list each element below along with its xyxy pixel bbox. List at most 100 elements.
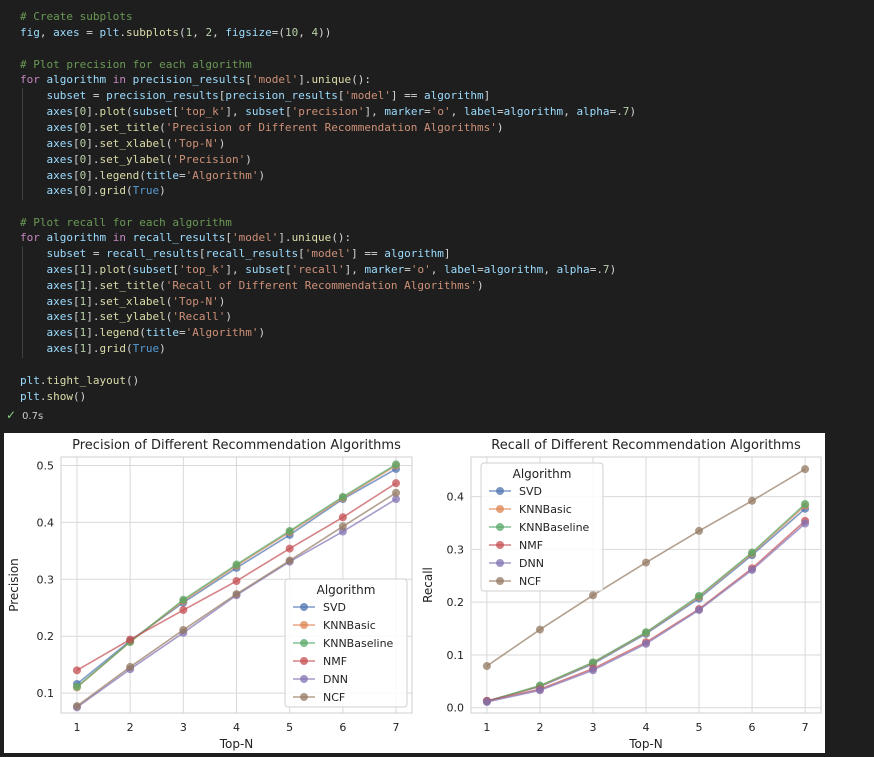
code-token: alpha	[556, 263, 590, 276]
code-token: ],	[344, 263, 365, 276]
code-token: 'Top-N'	[172, 137, 219, 150]
x-tick-label: 5	[696, 721, 703, 734]
legend-entry: DNN	[519, 557, 544, 570]
data-point-dnn	[642, 639, 650, 648]
code-token: [	[284, 263, 292, 276]
code-token: # Create subplots	[20, 10, 133, 23]
legend-swatch-marker	[496, 505, 504, 513]
code-token: ,	[430, 263, 444, 276]
code-token: =(	[271, 26, 285, 39]
data-point-dnn	[482, 697, 491, 706]
data-point-ncf	[232, 590, 241, 599]
data-point-nmf	[392, 479, 401, 488]
code-token: ()	[73, 390, 87, 403]
check-icon: ✓	[6, 408, 17, 422]
code-line: axes[1].plot(subset['top_k'], subset['re…	[20, 262, 616, 278]
code-token: =	[496, 105, 504, 118]
code-token: 0	[79, 184, 87, 197]
legend-entry: KNNBaseline	[323, 637, 394, 650]
code-token: ))	[318, 26, 332, 39]
code-token: 'o'	[410, 263, 431, 276]
code-token: grid	[99, 342, 126, 355]
code-token: subset	[20, 247, 87, 260]
code-token: (	[178, 26, 186, 39]
code-token: (	[165, 137, 173, 150]
code-token: subset	[245, 263, 285, 276]
code-token: 'model'	[251, 73, 299, 86]
code-line: # Create subplots	[20, 9, 133, 25]
data-point-knnbaseline	[179, 595, 188, 604]
code-token: )	[159, 184, 166, 197]
y-tick-label: 0.4	[447, 491, 465, 504]
code-cell[interactable]: # Create subplots fig, axes = plt.subplot…	[0, 0, 874, 408]
code-token: ].	[86, 169, 100, 182]
x-tick-label: 7	[393, 721, 400, 734]
code-token: True	[132, 184, 160, 197]
data-point-knnbaseline	[801, 499, 810, 508]
code-token: set_title	[99, 279, 160, 292]
code-token: alpha	[576, 105, 610, 118]
code-token: axes	[20, 137, 73, 150]
data-point-dnn	[748, 565, 757, 574]
code-token: .7	[596, 263, 610, 276]
code-token: for	[20, 231, 47, 244]
code-token: axes	[20, 342, 73, 355]
y-tick-label: 0.1	[447, 649, 465, 662]
code-token: axes	[20, 310, 73, 323]
code-token: set_ylabel	[99, 310, 166, 323]
code-token: recall_results	[205, 247, 299, 260]
data-point-ncf	[535, 625, 544, 634]
code-token: (	[159, 121, 166, 134]
code-token: label	[463, 105, 497, 118]
code-token: ].	[86, 326, 100, 339]
legend: Algorithm SVD KNNBasic KNNBaseline NMF DNN NCF	[284, 578, 408, 708]
code-token: ,	[192, 26, 206, 39]
code-token: =	[609, 105, 617, 118]
code-token: plt	[99, 26, 120, 39]
code-token: precision_results	[225, 89, 338, 102]
x-tick-label: 3	[180, 721, 187, 734]
code-token: for	[20, 73, 47, 86]
code-token: =	[477, 263, 484, 276]
code-token: =	[404, 263, 411, 276]
code-token: precision_results	[106, 89, 219, 102]
code-token: subplots	[126, 26, 179, 39]
code-token: axes	[20, 169, 73, 182]
code-token: # Plot recall for each algorithm	[20, 216, 232, 229]
y-tick-label: 0.2	[37, 630, 55, 643]
y-axis-label: Recall	[421, 567, 435, 603]
data-point-nmf	[285, 544, 294, 553]
legend-entry: NMF	[519, 539, 543, 552]
code-token: ],	[225, 105, 246, 118]
legend-entry: SVD	[519, 485, 542, 498]
data-point-nmf	[126, 635, 135, 644]
code-line: axes[1].set_title('Recall of Different R…	[20, 278, 483, 294]
code-token: axes	[20, 279, 73, 292]
code-token: title	[145, 169, 179, 182]
code-token: [	[245, 73, 252, 86]
code-token: algorithm	[46, 73, 113, 86]
data-point-ncf	[801, 465, 810, 474]
code-token: set_title	[99, 121, 160, 134]
code-token: 1	[79, 263, 87, 276]
code-token: )	[258, 169, 266, 182]
data-point-dnn	[588, 666, 597, 675]
code-line: axes[1].legend(title='Algorithm')	[20, 325, 265, 341]
code-token: [	[337, 89, 345, 102]
code-token: )	[159, 342, 166, 355]
x-tick-label: 7	[802, 721, 809, 734]
legend: Algorithm SVD KNNBasic KNNBaseline NMF DNN NCF	[480, 462, 604, 592]
data-point-ncf	[748, 496, 757, 505]
chart-title: Precision of Different Recommendation Al…	[72, 438, 401, 453]
code-line: axes[1].set_ylabel('Recall')	[20, 309, 232, 325]
code-token: show	[46, 390, 74, 403]
code-token: )	[225, 310, 232, 323]
code-token: ,	[212, 26, 226, 39]
code-token: )	[496, 121, 504, 134]
code-token: [	[284, 105, 292, 118]
x-tick-label: 6	[339, 721, 346, 734]
code-token: 1	[79, 342, 87, 355]
code-token: [	[72, 263, 80, 276]
legend-swatch-marker	[300, 657, 308, 665]
execution-time: 0.7s	[22, 411, 44, 422]
